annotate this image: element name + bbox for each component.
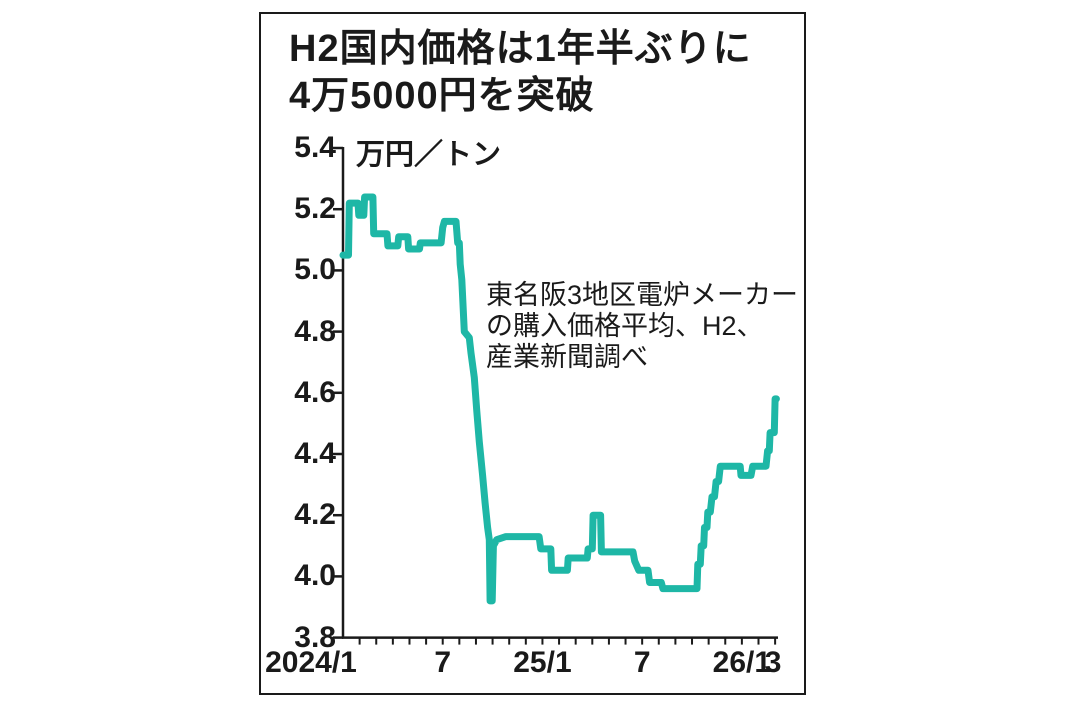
source-annotation-line2: の購入価格平均、H2、	[486, 311, 764, 341]
y-tick-label: 4.8	[294, 314, 336, 348]
x-tick-label: 7	[434, 646, 452, 679]
price-series-line	[339, 193, 780, 605]
source-annotation: 東名阪3地区電炉メーカー の購入価格平均、H2、 産業新聞調べ	[486, 280, 798, 373]
x-tick-label: 3	[764, 646, 782, 679]
y-tick-label: 4.6	[294, 375, 336, 409]
source-annotation-line1: 東名阪3地区電炉メーカー	[486, 280, 799, 310]
chart-frame	[259, 12, 806, 695]
y-tick-label: 3.8	[294, 620, 336, 654]
y-tick-label: 5.4	[294, 131, 336, 164]
x-tick-label: 26/1	[712, 646, 772, 679]
y-tick-label: 5.0	[294, 253, 336, 287]
chart-title-line1: H2国内価格は1年半ぶりに	[289, 28, 752, 70]
y-tick-label: 5.2	[294, 192, 336, 226]
chart-title-line2: 4万5000円を突破	[289, 75, 595, 117]
source-annotation-line3: 産業新聞調べ	[486, 342, 648, 372]
y-axis-unit-label: 万円／トン	[356, 139, 502, 171]
x-tick-label: 2024/1	[265, 646, 357, 679]
x-tick-label: 25/1	[513, 646, 572, 679]
y-tick-label: 4.4	[294, 437, 336, 470]
y-tick-label: 4.0	[294, 559, 336, 593]
chart-title: H2国内価格は1年半ぶりに 4万5000円を突破	[289, 26, 752, 120]
x-tick-label: 7	[633, 646, 651, 679]
y-tick-label: 4.2	[294, 498, 336, 532]
